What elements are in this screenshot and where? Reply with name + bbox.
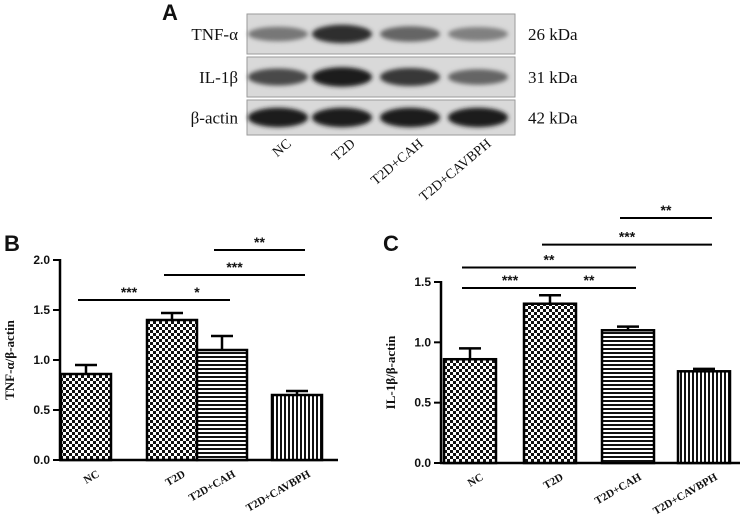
blot-band [448, 69, 508, 85]
y-axis-label: TNF-α/β-actin [2, 319, 17, 400]
bar [442, 357, 498, 465]
bar [195, 348, 249, 462]
bar [59, 372, 113, 462]
y-tick-label: 0.0 [33, 453, 50, 467]
significance-label: ** [254, 234, 265, 250]
significance-label: *** [619, 229, 636, 245]
y-tick-label: 1.0 [414, 335, 431, 349]
significance-label: *** [121, 284, 138, 300]
panel-letter-b: B [4, 231, 20, 256]
panel-letter-c: C [383, 231, 399, 256]
western-blot-panel: TNF-α 26 kDa IL-1β 31 kDa β-actin 42 kDa NC T2D… [191, 13, 578, 205]
bar-chart-tnf: 0.0 0.5 1.0 1.5 2.0 TNF-α/β-actin NC T2D T2D+CAH… [2, 234, 338, 515]
blot-band [312, 107, 372, 128]
band-size-label: 42 kDa [528, 109, 578, 128]
lane-label: NC [270, 137, 295, 161]
blot-band [248, 26, 308, 42]
blot-band [248, 68, 308, 86]
bar [676, 370, 732, 465]
protein-label: IL-1β [199, 68, 238, 87]
x-tick-label: T2D [164, 468, 188, 489]
y-tick-label: 0.5 [33, 403, 50, 417]
lane-label: T2D+CAH [369, 137, 427, 189]
y-tick-label: 1.5 [33, 303, 50, 317]
x-tick-label: T2D+CAVBPH [244, 468, 313, 515]
bar [145, 318, 199, 462]
x-tick-label: T2D+CAH [187, 468, 238, 504]
blot-band [380, 26, 440, 42]
blot-band [448, 27, 508, 41]
band-size-label: 31 kDa [528, 68, 578, 87]
panel-letter-a: A [162, 0, 178, 25]
x-tick-label: NC [82, 468, 102, 486]
x-tick-label: T2D [542, 471, 566, 492]
bar-chart-il1b: 0.0 0.5 1.0 1.5 IL-1β/β-actin NC T2D T2D+CAH T2D… [383, 202, 740, 518]
y-tick-label: 2.0 [33, 253, 50, 267]
y-tick-label: 0.0 [414, 456, 431, 470]
x-tick-label: NC [466, 471, 486, 489]
blot-band [448, 107, 508, 128]
bar [600, 329, 656, 465]
x-tick-label: T2D+CAVBPH [651, 471, 720, 518]
lane-label: T2D [329, 137, 358, 165]
significance-label: *** [502, 272, 519, 288]
blot-band [380, 107, 440, 128]
blot-band [312, 24, 372, 44]
y-axis-label: IL-1β/β-actin [383, 335, 398, 409]
x-tick-label: T2D+CAH [593, 471, 644, 507]
y-tick-label: 1.0 [33, 353, 50, 367]
significance-label: *** [226, 259, 243, 275]
lane-label: T2D+CAVBPH [417, 137, 494, 205]
blot-band [312, 67, 372, 87]
bar [270, 393, 324, 462]
protein-label: TNF-α [191, 25, 238, 44]
significance-label: ** [661, 202, 672, 218]
y-tick-label: 0.5 [414, 396, 431, 410]
y-tick-label: 1.5 [414, 275, 431, 289]
significance-label: ** [544, 252, 555, 268]
significance-label: ** [584, 272, 595, 288]
protein-label: β-actin [191, 109, 239, 128]
blot-band [380, 68, 440, 86]
significance-label: * [194, 284, 200, 300]
blot-band [248, 107, 308, 128]
bar [522, 302, 578, 465]
band-size-label: 26 kDa [528, 25, 578, 44]
